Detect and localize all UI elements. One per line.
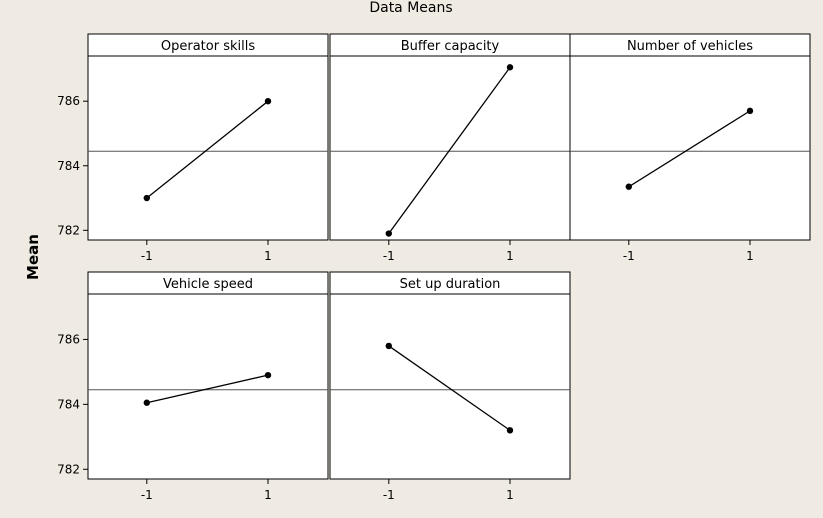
x-tick-label: 1	[506, 249, 514, 263]
y-tick-label: 782	[57, 223, 80, 237]
data-point	[385, 230, 392, 237]
data-point	[746, 107, 754, 115]
y-tick-label: 786	[57, 332, 80, 346]
effect-line	[388, 66, 511, 234]
panel-title: Buffer capacity	[401, 39, 500, 54]
y-tick-label: 784	[57, 159, 80, 173]
x-tick-label: 1	[506, 488, 514, 502]
data-point	[264, 97, 272, 105]
x-tick-label: 1	[264, 249, 272, 263]
panel-frame	[329, 33, 571, 241]
data-point	[506, 64, 514, 71]
data-point	[625, 183, 632, 190]
x-tick-label: -1	[623, 249, 635, 263]
data-point	[143, 399, 150, 406]
panel-frame	[87, 271, 329, 480]
panel-title: Vehicle speed	[163, 277, 253, 292]
y-tick-label: 786	[57, 94, 80, 108]
panel-frame	[87, 33, 329, 241]
panel-frame	[329, 271, 571, 480]
x-tick-label: 1	[746, 249, 754, 263]
x-tick-label: -1	[383, 249, 395, 263]
x-tick-label: -1	[141, 249, 153, 263]
panel-title: Number of vehicles	[627, 39, 753, 54]
effect-line	[628, 110, 751, 188]
x-tick-label: -1	[141, 488, 153, 502]
panel-title: Operator skills	[161, 39, 255, 54]
y-tick-label: 782	[57, 462, 80, 476]
data-point	[264, 371, 272, 379]
effect-line	[146, 100, 269, 199]
panels-group: Operator skills 782 784 786 -1 1 Buffer capaci…	[57, 33, 811, 502]
panel-title: Set up duration	[400, 277, 501, 292]
data-point	[385, 342, 392, 350]
y-axis-label: Mean	[24, 234, 42, 280]
y-tick-label: 784	[57, 397, 80, 411]
effect-line	[388, 345, 511, 431]
effect-line	[146, 374, 269, 404]
data-point	[143, 194, 150, 202]
panel-frame	[569, 33, 811, 241]
data-point	[506, 427, 514, 434]
chart-title: Data Means	[369, 0, 452, 16]
x-tick-label: 1	[264, 488, 272, 502]
x-tick-label: -1	[383, 488, 395, 502]
